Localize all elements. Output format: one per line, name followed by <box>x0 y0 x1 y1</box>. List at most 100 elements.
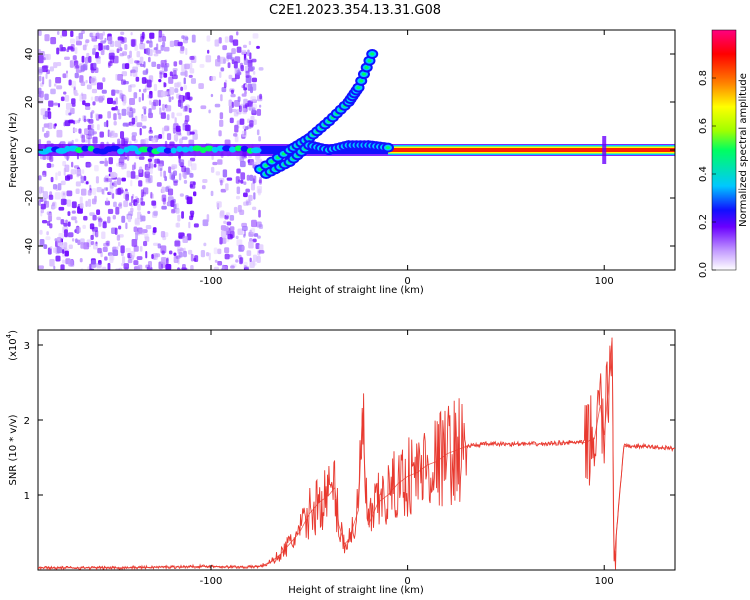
noise-blob <box>126 154 130 161</box>
upper-branch-blob <box>258 167 263 171</box>
noise-blob <box>113 121 117 126</box>
snr-frame <box>37 329 676 571</box>
snr-panel: -100 0 100 1 2 3 Height of straight line (km… <box>5 329 676 596</box>
noise-blob <box>90 241 95 246</box>
noise-blob <box>240 64 244 72</box>
noise-blob <box>245 188 250 193</box>
noise-blob <box>251 161 258 166</box>
noise-blob <box>113 89 120 94</box>
noise-blob <box>141 215 146 222</box>
noise-blob <box>135 76 140 82</box>
noise-blob <box>38 94 41 98</box>
noise-blob <box>190 253 194 262</box>
noise-blob <box>96 262 102 268</box>
noise-blob <box>38 68 44 74</box>
noise-blob <box>128 84 132 93</box>
noise-blob <box>66 199 71 207</box>
noise-blob <box>99 33 104 40</box>
noise-blob <box>173 61 178 67</box>
noise-blob <box>236 46 242 53</box>
noise-blob <box>117 109 120 116</box>
noise-blob <box>90 96 94 101</box>
noise-blob <box>63 91 67 95</box>
noise-blob <box>56 85 63 90</box>
noise-blob <box>115 97 118 105</box>
noise-blob <box>228 99 232 107</box>
snr-scale-prefix: (x10 <box>8 338 19 361</box>
noise-blob <box>45 73 48 80</box>
noise-blob <box>95 57 101 62</box>
noise-blob <box>115 73 118 81</box>
noise-blob <box>258 224 264 230</box>
noise-blob <box>214 259 218 263</box>
noise-blob <box>120 245 125 254</box>
noise-blob <box>161 186 166 193</box>
noise-blob <box>104 160 108 167</box>
noise-blob <box>172 208 177 213</box>
noise-blob <box>102 266 107 270</box>
noise-blob <box>143 61 146 68</box>
noise-blob <box>132 70 138 77</box>
noise-blob <box>179 248 185 252</box>
noise-blob <box>229 117 234 124</box>
noise-blob <box>192 181 196 186</box>
noise-blob <box>125 247 131 253</box>
noise-blob <box>91 32 96 39</box>
colorbar-gradient <box>711 29 737 271</box>
noise-blob <box>253 192 256 200</box>
noise-blob <box>69 38 76 44</box>
noise-blob <box>77 239 81 246</box>
noise-blob <box>184 70 188 77</box>
noise-blob <box>200 249 206 258</box>
noise-blob <box>152 211 158 218</box>
noise-blob <box>67 221 71 227</box>
noise-blob <box>215 171 221 176</box>
noise-blob <box>233 111 239 117</box>
noise-blob <box>112 249 119 257</box>
noise-blob <box>103 45 108 50</box>
noise-blob <box>242 108 247 115</box>
noise-blob <box>186 196 193 205</box>
noise-blob <box>38 265 44 270</box>
noise-blob <box>256 255 261 263</box>
noise-blob <box>56 216 61 221</box>
noise-blob <box>251 103 258 109</box>
noise-blob <box>131 135 136 141</box>
noise-blob <box>151 254 154 260</box>
bright-line-red <box>387 148 675 152</box>
noise-blob <box>167 188 174 196</box>
noise-blob <box>241 49 247 55</box>
noise-blob <box>158 36 162 43</box>
noise-blob <box>236 168 241 174</box>
noise-blob <box>109 130 115 138</box>
noise-blob <box>42 191 49 200</box>
noise-blob <box>70 47 75 52</box>
noise-blob <box>53 102 59 106</box>
noise-blob <box>252 70 256 75</box>
noise-blob <box>118 267 123 270</box>
noise-blob <box>234 73 240 80</box>
snr-marks <box>38 337 675 570</box>
noise-blob <box>222 265 228 270</box>
noise-blob <box>236 125 240 129</box>
noise-blob <box>87 198 92 207</box>
noise-blob <box>91 35 98 42</box>
noise-blob <box>210 190 214 197</box>
noise-blob <box>150 191 153 199</box>
noise-blob <box>130 171 136 179</box>
noise-blob <box>82 44 87 51</box>
noise-blob <box>54 238 58 242</box>
colorbar-label: Normalized spectral amplitude <box>738 73 749 227</box>
noise-blob <box>192 133 198 140</box>
noise-blob <box>51 202 55 207</box>
noise-blob <box>229 254 234 258</box>
noise-blob <box>114 40 121 48</box>
noise-blob <box>129 84 136 88</box>
noise-blob <box>161 35 167 42</box>
noise-blob <box>203 242 207 247</box>
carrier-blob <box>181 146 190 153</box>
noise-blob <box>73 89 78 96</box>
noise-blob <box>90 66 95 74</box>
noise-blob <box>52 183 58 190</box>
noise-blob <box>170 200 175 208</box>
